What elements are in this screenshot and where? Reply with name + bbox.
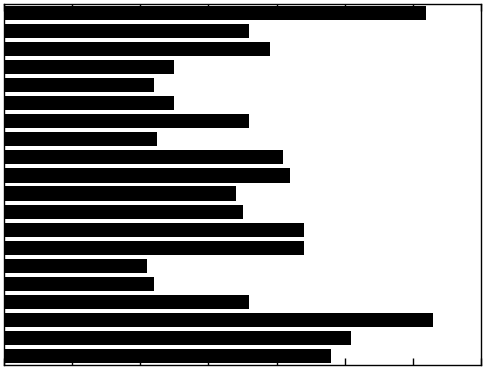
Bar: [4, 241, 303, 255]
Bar: [4, 186, 235, 200]
Bar: [4, 42, 269, 56]
Bar: [4, 132, 157, 146]
Bar: [4, 259, 147, 273]
Bar: [4, 60, 174, 74]
Bar: [4, 24, 249, 38]
Bar: [4, 313, 432, 327]
Bar: [4, 96, 174, 110]
Bar: [4, 204, 242, 218]
Bar: [4, 295, 249, 309]
Bar: [4, 151, 283, 165]
Bar: [4, 349, 331, 363]
Bar: [4, 277, 153, 291]
Bar: [4, 78, 153, 92]
Bar: [4, 331, 351, 345]
Bar: [4, 114, 249, 128]
Bar: [4, 169, 289, 183]
Bar: [4, 6, 425, 20]
Bar: [4, 223, 303, 237]
